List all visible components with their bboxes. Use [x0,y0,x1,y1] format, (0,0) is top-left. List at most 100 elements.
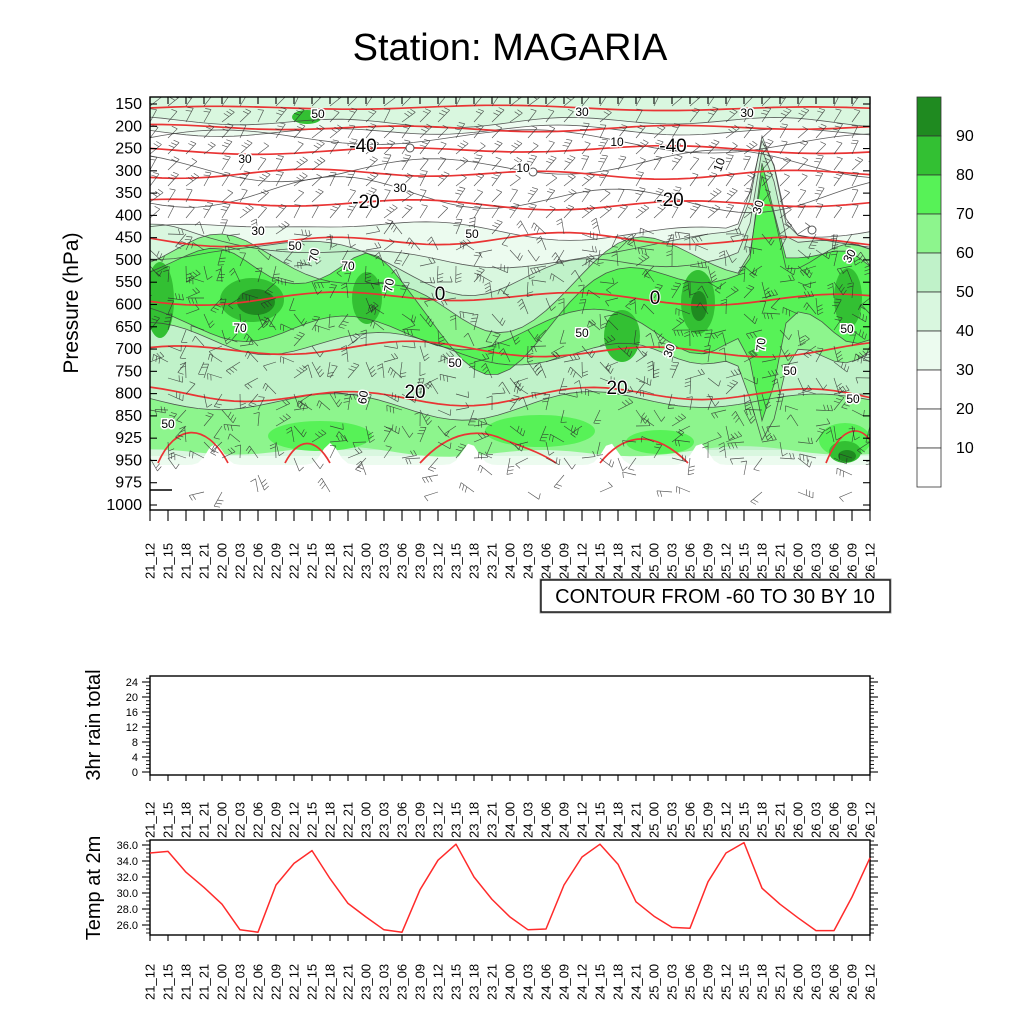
contour-note-box [540,579,891,613]
black-contour-label: 30 [750,198,767,215]
black-contour-label: 50 [465,227,479,241]
black-contour-label: 50 [448,356,462,370]
pressure-tick-label: 975 [115,475,142,492]
black-contour-label: 70 [341,259,355,273]
pressure-tick-label: 1000 [106,497,142,514]
black-contour-label: 10 [610,135,624,149]
time-tick-label: 24_18 [611,964,626,1000]
time-tick-label: 24_15 [593,964,608,1000]
colorbar-tick-label: 40 [956,323,974,340]
time-tick-label: 23_21 [485,802,500,838]
temp-tick-label: 30.0 [117,888,138,900]
time-tick-label: 22_03 [233,964,248,1000]
time-tick-label: 25_03 [665,964,680,1000]
time-tick-label: 22_18 [323,543,338,579]
time-tick-label: 24_12 [575,802,590,838]
colorbar-cell [916,408,942,449]
temp-tick-label: 32.0 [117,872,138,884]
colorbar-cell [916,291,942,332]
time-tick-label: 23_18 [467,543,482,579]
pressure-tick-label: 925 [115,430,142,447]
wind-barbs [150,97,870,508]
time-tick-label: 22_00 [215,543,230,579]
colorbar-cell [916,369,942,410]
black-contour-label: 30 [393,181,407,195]
time-tick-label: 22_12 [287,543,302,579]
pressure-axis-label: Pressure (hPa) [60,232,83,373]
temp-tick-label: 34.0 [117,856,138,868]
time-tick-label: 26_12 [863,964,878,1000]
temperature-line [149,841,871,933]
time-tick-label: 22_03 [233,802,248,838]
time-tick-label: 23_15 [449,543,464,579]
time-tick-label: 24_03 [521,802,536,838]
time-tick-label: 25_18 [755,802,770,838]
time-tick-label: 21_21 [197,543,212,579]
time-tick-label: 21_12 [143,802,158,838]
time-tick-label: 26_09 [845,543,860,579]
time-tick-label: 26_06 [827,802,842,838]
pressure-tick-label: 400 [115,207,142,224]
time-tick-label: 26_12 [863,802,878,838]
black-contour-label: 30 [740,106,754,120]
rain-axis-ticks [142,677,878,781]
colorbar-cell [916,96,942,137]
black-contour-label: 50 [840,322,854,336]
pressure-tick-label: 800 [115,386,142,403]
black-contour-label: 50 [575,326,589,340]
time-tick-label: 24_12 [575,964,590,1000]
time-tick-label: 23_00 [359,964,374,1000]
time-tick-label: 25_00 [647,543,662,579]
time-tick-label: 22_03 [233,543,248,579]
rain-tick-label: 20 [126,692,138,704]
main-panel: 1502002503003504004505005506006507007508… [60,96,878,579]
time-tick-label: 21_21 [197,964,212,1000]
page-title: Station: MAGARIA [353,27,668,69]
colorbar-labels: 90 80 70 60 50 40 30 20 10 [956,128,974,457]
time-tick-label: 24_00 [503,543,518,579]
rain-tick-label: 0 [132,767,138,779]
time-tick-label: 26_03 [809,964,824,1000]
time-tick-label: 22_12 [287,802,302,838]
time-tick-label: 22_06 [251,964,266,1000]
pressure-tick-labels: 150 200 250 300 350 400 450 500 550 600 650 700 750 8… [106,96,142,514]
red-contour-label: 0 [650,288,661,309]
time-tick-label: 22_15 [305,802,320,838]
time-tick-label: 21_18 [179,802,194,838]
colorbar-tick-label: 70 [956,206,974,223]
colorbar-cell [916,252,942,293]
rain-tick-labels: 24 20 16 12 8 4 0 [126,677,138,779]
colorbar-tick-label: 50 [956,284,974,301]
humidity-contour-field [150,97,870,510]
time-tick-label: 21_12 [143,964,158,1000]
contour-note-text: CONTOUR FROM -60 TO 30 BY 10 [555,586,875,608]
time-tick-label: 22_12 [287,964,302,1000]
rain-axis-label: 3hr rain total [83,669,105,780]
time-tick-label: 21_15 [161,964,176,1000]
time-tick-label: 25_21 [773,964,788,1000]
time-tick-label: 22_09 [269,802,284,838]
black-contour-label: 70 [381,277,397,293]
time-tick-label: 25_00 [647,802,662,838]
time-tick-label: 25_03 [665,543,680,579]
black-contour-label: 70 [753,337,768,352]
time-tick-label: 25_21 [773,543,788,579]
temp-tick-label: 26.0 [117,920,138,932]
time-tick-label: 25_09 [701,543,716,579]
time-tick-label: 22_15 [305,543,320,579]
time-tick-label: 23_21 [485,543,500,579]
rain-tick-label: 16 [126,707,138,719]
black-contour-label: 50 [846,392,860,406]
colorbar-tick-label: 10 [956,440,974,457]
black-contour-label: 70 [233,321,247,335]
temp-axis-ticks [142,840,878,941]
time-tick-label: 25_15 [737,543,752,579]
rain-plot-border [149,675,871,776]
time-tick-label: 22_00 [215,964,230,1000]
colorbar-tick-label: 20 [956,401,974,418]
time-tick-label: 22_00 [215,802,230,838]
time-tick-label: 23_15 [449,964,464,1000]
contour-value-labels: 50 30 30 30 10 10 10 30 30 50 70 70 70 50 30 70 50 60 50 50… [160,104,862,433]
